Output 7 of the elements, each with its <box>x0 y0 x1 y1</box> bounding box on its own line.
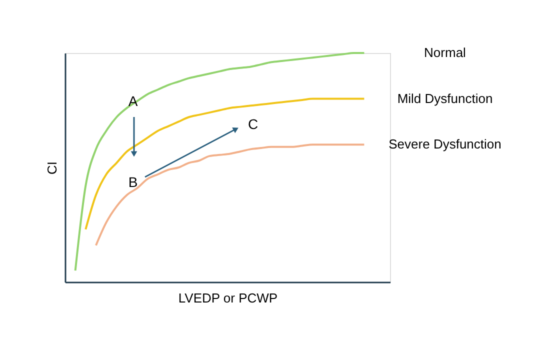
annotation: C <box>248 116 258 132</box>
text: Normal <box>424 45 466 60</box>
text: Mild Dysfunction <box>397 90 493 106</box>
x-axis-title: LVEDP or PCWP <box>178 290 278 306</box>
series-label: Severe Dysfunction <box>388 136 502 152</box>
annotation: B <box>128 174 138 190</box>
y-axis-title: CI <box>44 162 60 174</box>
